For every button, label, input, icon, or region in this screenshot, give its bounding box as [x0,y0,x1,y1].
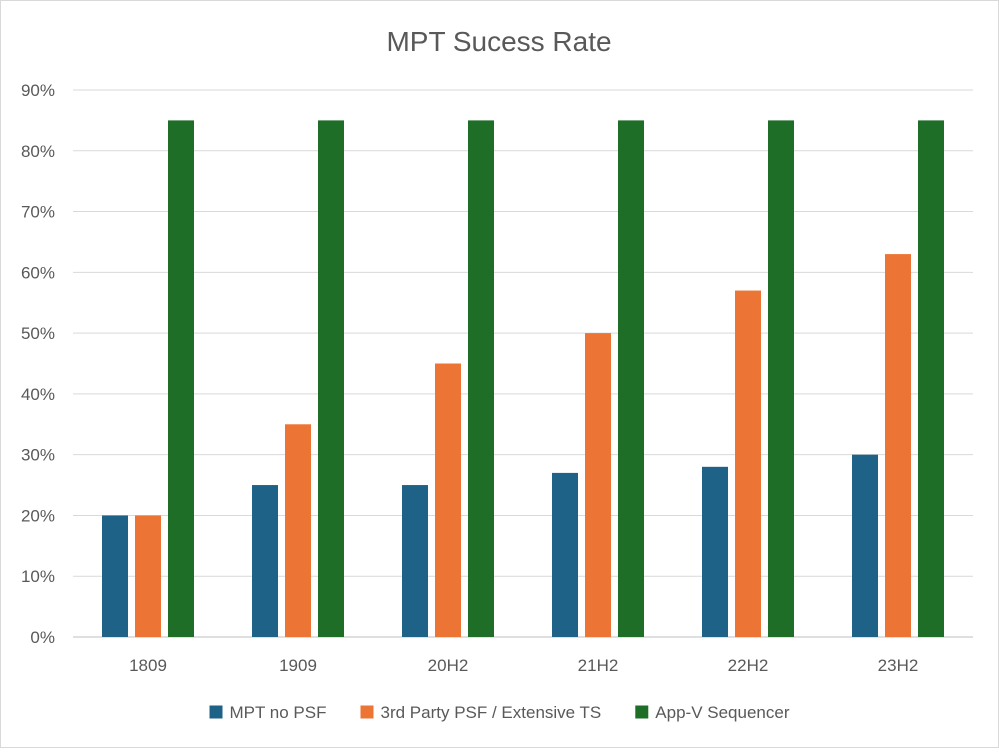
bar-mpt-no-psf-22h2 [702,466,728,637]
y-tick-label: 40% [21,385,55,404]
y-tick-label: 30% [21,446,55,465]
bar-3rd-party-psf-extensive-ts-21h2 [585,333,611,637]
bar-app-v-sequencer-21h2 [618,120,644,637]
y-tick-label: 50% [21,324,55,343]
y-tick-label: 20% [21,506,55,525]
bar-3rd-party-psf-extensive-ts-1809 [135,515,161,637]
bar-mpt-no-psf-23h2 [852,454,878,637]
bar-3rd-party-psf-extensive-ts-20h2 [435,363,461,637]
bar-app-v-sequencer-20h2 [468,120,494,637]
bar-mpt-no-psf-1909 [252,485,278,637]
bars [102,120,944,637]
legend: MPT no PSF 3rd Party PSF / Extensive TS Ap… [209,703,790,722]
x-tick-label: 22H2 [728,656,769,675]
y-tick-label: 70% [21,203,55,222]
bar-app-v-sequencer-23h2 [918,120,944,637]
legend-swatch-3rd-party-psf-extensive-ts [360,705,374,719]
x-tick-label: 1809 [129,656,167,675]
bar-mpt-no-psf-1809 [102,515,128,637]
x-tick-label: 20H2 [428,656,469,675]
y-tick-label: 60% [21,263,55,282]
y-tick-label: 0% [30,628,55,647]
bar-app-v-sequencer-1909 [318,120,344,637]
legend-label-3rd-party-psf-extensive-ts: 3rd Party PSF / Extensive TS [381,703,602,722]
chart-title: MPT Sucess Rate [386,26,611,57]
bar-app-v-sequencer-1809 [168,120,194,637]
y-tick-label: 10% [21,567,55,586]
legend-swatch-mpt-no-psf [209,705,223,719]
bar-mpt-no-psf-21h2 [552,472,578,637]
y-axis-tick-labels: 0% 10% 20% 30% 40% 50% 60% 70% 80% 90% [21,81,55,647]
bar-mpt-no-psf-20h2 [402,485,428,637]
y-tick-label: 80% [21,142,55,161]
bar-app-v-sequencer-22h2 [768,120,794,637]
bar-3rd-party-psf-extensive-ts-22h2 [735,290,761,637]
bar-3rd-party-psf-extensive-ts-1909 [285,424,311,637]
legend-label-mpt-no-psf: MPT no PSF [230,703,327,722]
x-tick-label: 1909 [279,656,317,675]
x-tick-label: 23H2 [878,656,919,675]
x-tick-label: 21H2 [578,656,619,675]
legend-label-app-v-sequencer: App-V Sequencer [655,703,790,722]
y-tick-label: 90% [21,81,55,100]
x-axis-tick-labels: 1809 1909 20H2 21H2 22H2 23H2 [129,656,918,675]
gridlines [73,89,973,638]
legend-swatch-app-v-sequencer [635,705,649,719]
bar-3rd-party-psf-extensive-ts-23h2 [885,254,911,637]
